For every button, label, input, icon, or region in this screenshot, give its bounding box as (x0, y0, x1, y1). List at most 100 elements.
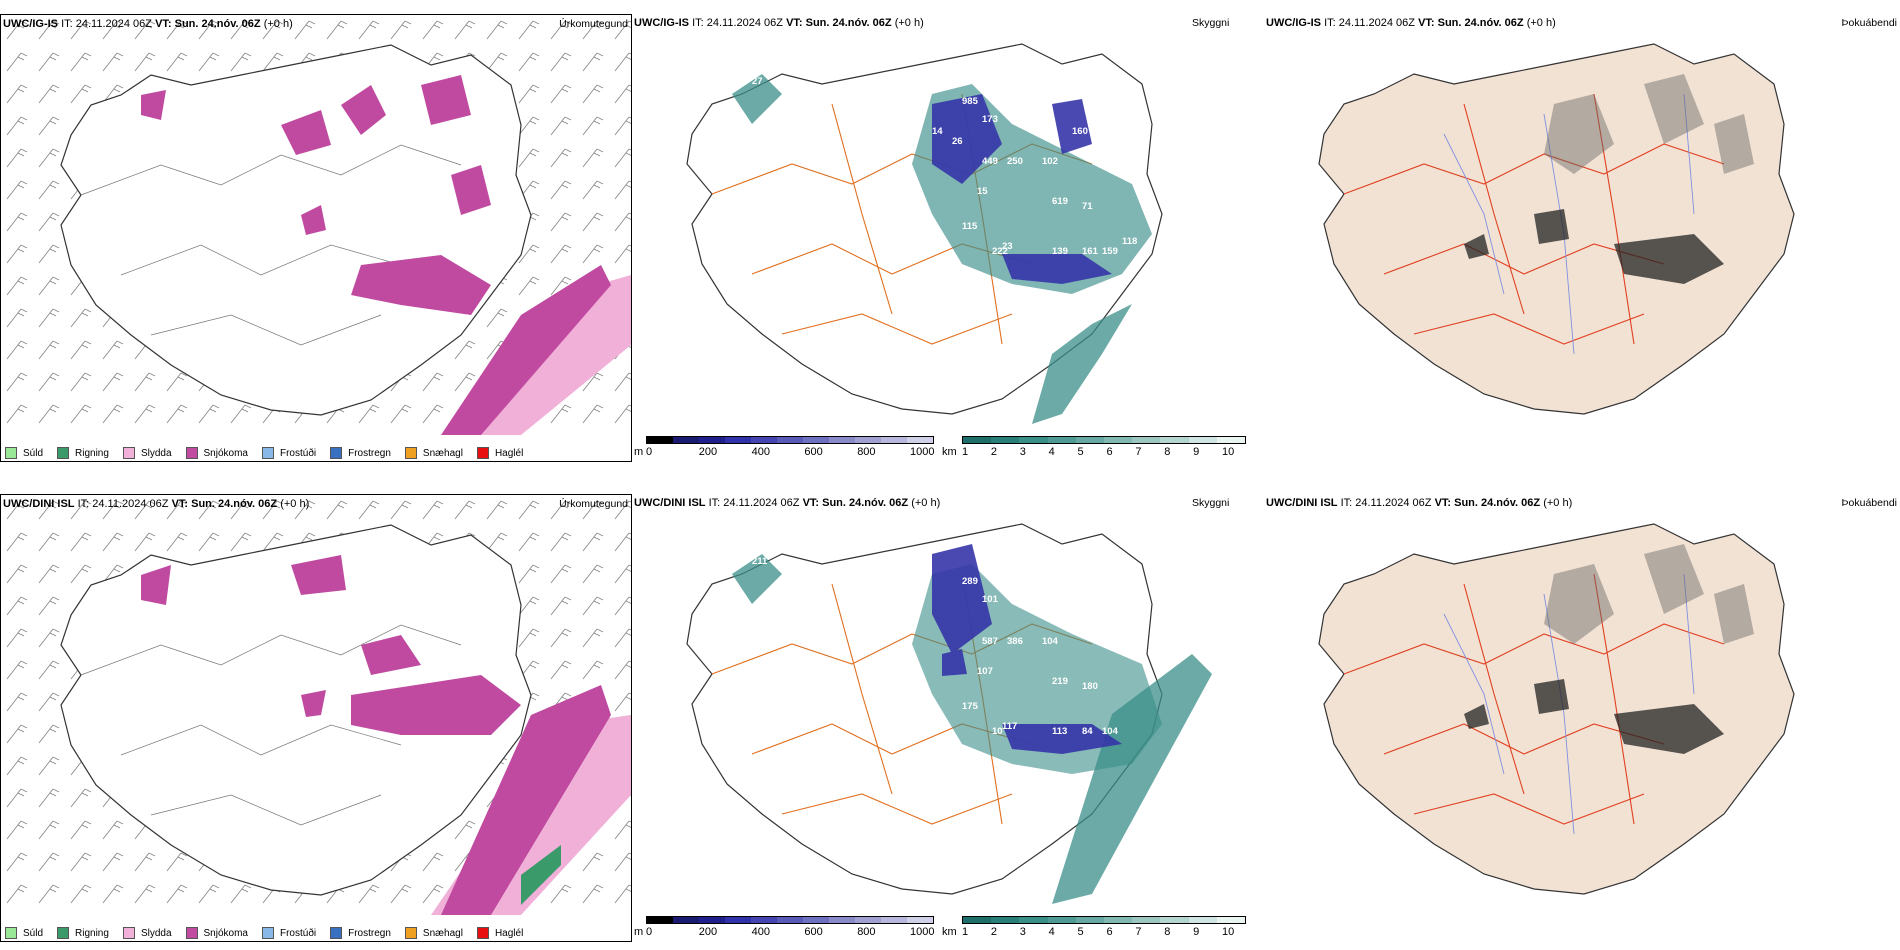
legend-label: Snjókoma (203, 447, 248, 459)
legend-item: Rigning (57, 447, 109, 459)
it-label: IT: (692, 17, 704, 29)
legend-label: Frostúði (279, 927, 317, 939)
legend-swatch (185, 927, 198, 939)
colorbar-segment (699, 437, 725, 443)
panel-header: UWC/IG-IS IT: 24.11.2024 06Z VT: Sun. 24… (1, 15, 631, 33)
colorbar-segment (751, 917, 777, 923)
colorbar-segment (777, 437, 803, 443)
colorbar-segment (963, 917, 992, 923)
visibility-value-label: 225 (1102, 156, 1119, 167)
visibility-value-label: 139 (1052, 246, 1068, 257)
colorbar-tick: 1 (962, 446, 969, 458)
model-name: UWC/IG-IS (1266, 17, 1321, 29)
legend-item: Frostúði (261, 927, 317, 939)
model-name: UWC/DINI ISL (3, 498, 75, 510)
colorbar-tick: 8 (1164, 446, 1171, 458)
visibility-value-label: 350 (987, 571, 1003, 582)
low-vis-blue (932, 94, 1112, 284)
visibility-value-label: 160 (1072, 126, 1088, 137)
colorbar-tick: 8 (1164, 926, 1171, 938)
visibility-value-label: 289 (962, 576, 978, 587)
visibility-value-label: 130 (1102, 636, 1118, 647)
fog-dark-areas (1464, 209, 1724, 284)
lead-time: (+0 h) (263, 18, 293, 30)
height-colorbar: m 0 200 400 600 800 1000 (634, 436, 934, 462)
colorbar-tick: 600 (804, 926, 823, 938)
colorbar-tick: 1 (962, 926, 969, 938)
panel-title: Skyggni (1192, 17, 1230, 29)
colorbar-segment (1188, 437, 1217, 443)
panel-title: Þokuábendi (1841, 17, 1897, 29)
colorbar-tick: 5 (1077, 926, 1084, 938)
colorbar-tick: 400 (751, 446, 770, 458)
colorbar-segment (1019, 917, 1048, 923)
colorbar-segment (673, 917, 699, 923)
panel-header: UWC/DINI ISL IT: 24.11.2024 06Z VT: Sun.… (1, 495, 631, 513)
colorbar-tick: 6 (1106, 446, 1113, 458)
colorbar-segment (907, 917, 933, 923)
vt-label: VT: (1434, 497, 1452, 509)
colorbar-segment (699, 917, 725, 923)
legend-label: Rigning (75, 447, 109, 459)
visibility-labels-row1: 27 549 985 79 232 442 173 524 160 449 250 102 225 15 6… (707, 76, 1137, 257)
visibility-value-label: 27 (752, 76, 763, 87)
colorbar-segment (855, 917, 881, 923)
visibility-map-row1: 27 549 985 79 232 442 173 524 160 449 250 102 225 15 6… (686, 43, 1163, 424)
vt-label: VT: (786, 17, 803, 29)
colorbar-segment (777, 917, 803, 923)
it-label: IT: (1340, 497, 1353, 509)
precip-legend: Súld Rigning Slydda Snjókoma Frostúði Frostre… (5, 447, 537, 459)
legend-item: Frostregn (330, 927, 391, 939)
it-label: IT: (77, 498, 90, 510)
colorbar-tick: 9 (1193, 446, 1200, 458)
visibility-value-label: 222 (992, 246, 1008, 257)
precip-panel-row2: UWC/DINI ISL IT: 24.11.2024 06Z VT: Sun.… (0, 494, 632, 942)
fog-map-row2 (1318, 523, 1795, 895)
visibility-value-label: 442 (1017, 106, 1033, 117)
legend-item: Snjókoma (185, 927, 248, 939)
legend-label: Súld (23, 447, 44, 459)
legend-label: Slydda (140, 447, 172, 459)
visibility-panel-row1: 27 549 985 79 232 442 173 524 160 449 250 102 225 15 6… (632, 14, 1322, 462)
colorbar-tick: 2 (990, 446, 997, 458)
colorbar-segment (1075, 917, 1105, 923)
visibility-value-label: 115 (962, 221, 978, 232)
colorbar-segment (1132, 437, 1161, 443)
it-label: IT: (61, 18, 73, 30)
precip-map-row1 (1, 15, 631, 435)
colorbar-segment (751, 437, 777, 443)
visibility-value-label: 374 (1017, 586, 1034, 597)
vt-value: Sun. 24.nóv. 06Z (822, 497, 909, 509)
colorbar-tick: 3 (1019, 446, 1026, 458)
panel-header: UWC/DINI ISL IT: 24.11.2024 06Z VT: Sun.… (632, 494, 1262, 512)
colorbar-segment (1132, 917, 1161, 923)
visibility-map-row2: 211 376 289 168 350 374 101 144 200 587 386 104 130 1… (686, 523, 1212, 904)
visibility-value-label: 102 (1042, 156, 1058, 167)
colorbar-segment (1047, 437, 1076, 443)
fog-map-row1 (1318, 43, 1795, 415)
legend-item: Súld (5, 447, 43, 459)
visibility-value-label: 232 (987, 91, 1003, 102)
legend-label: Snæhagl (422, 447, 463, 459)
colorbar-tick: 1000 (910, 926, 935, 938)
legend-item: Haglél (476, 447, 523, 459)
legend-item: Slydda (122, 927, 172, 939)
visibility-value-label: 985 (962, 96, 979, 107)
visibility-value-label: 168 (1032, 556, 1048, 567)
lead-time: (+0 h) (1543, 497, 1573, 509)
visibility-value-label: 84 (1082, 726, 1093, 737)
visibility-value-label: 113 (1052, 726, 1067, 737)
colorbar-tick: 7 (1135, 446, 1142, 458)
legend-label: Súld (23, 927, 44, 939)
colorbar-tick: 200 (698, 926, 718, 938)
colorbar-segment (1216, 917, 1246, 923)
panel-title: Þokuábendi (1841, 497, 1897, 509)
legend-item: Frostúði (261, 447, 316, 459)
vt-value: Sun. 24.nóv. 06Z (191, 498, 278, 510)
visibility-value-label: 376 (707, 596, 723, 607)
colorbar-tick: 600 (804, 446, 823, 458)
visibility-value-label: 173 (982, 114, 998, 125)
legend-item: Slydda (122, 447, 172, 459)
it-label: IT: (1324, 17, 1336, 29)
it-value: 24.11.2024 06Z (92, 498, 169, 510)
